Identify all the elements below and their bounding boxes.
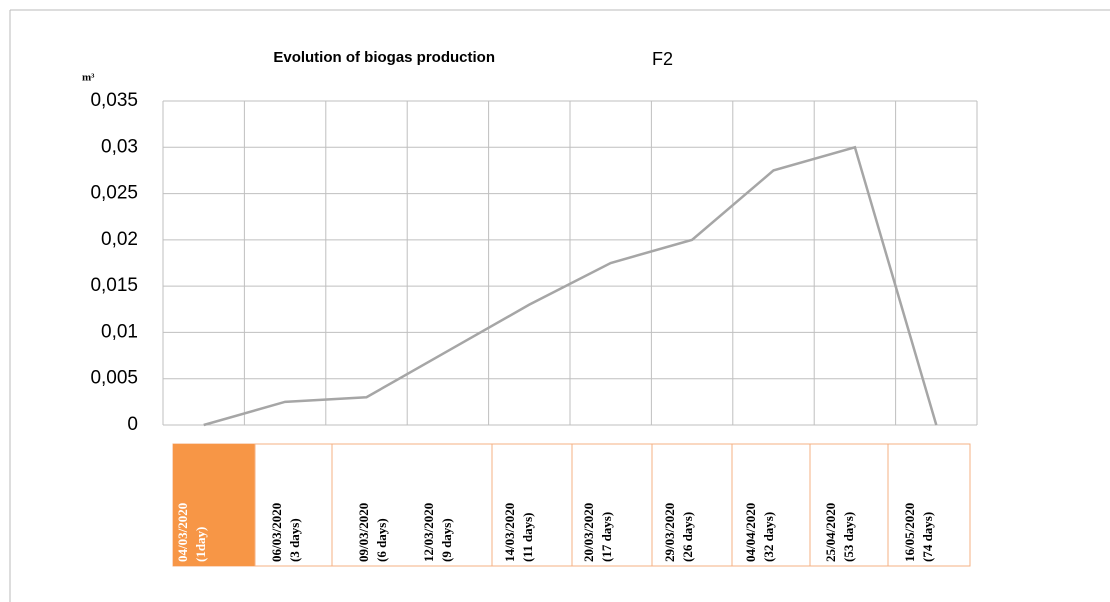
x-tick-label: 09/03/2020 <box>356 503 371 562</box>
y-tick-label: 0,02 <box>101 229 138 250</box>
y-tick-label: 0,015 <box>90 275 138 296</box>
category-cell <box>173 444 255 566</box>
x-tick-label: 16/05/2020 <box>902 503 917 562</box>
x-tick-label: 06/03/2020 <box>269 503 284 562</box>
x-tick-duration: (32 days) <box>761 512 776 562</box>
x-tick-label: 12/03/2020 <box>421 503 436 562</box>
x-tick-label: 20/03/2020 <box>581 503 596 562</box>
x-tick-duration: (1day) <box>193 527 208 562</box>
data-line <box>203 145 938 427</box>
x-tick-duration: (53 days) <box>841 512 856 562</box>
x-tick-duration: (3 days) <box>287 518 302 562</box>
y-unit: m³ <box>82 72 95 84</box>
series-label: F2 <box>652 49 673 69</box>
x-tick-label: 25/04/2020 <box>823 503 838 562</box>
y-tick-label: 0,025 <box>90 183 138 204</box>
x-tick-label: 29/03/2020 <box>662 503 677 562</box>
y-tick-label: 0,035 <box>90 90 138 111</box>
x-tick-duration: (17 days) <box>599 512 614 562</box>
x-tick-duration: (6 days) <box>374 518 389 562</box>
x-tick-duration: (9 days) <box>439 518 454 562</box>
y-tick-label: 0 <box>127 414 138 435</box>
x-tick-label: 04/03/2020 <box>175 503 190 562</box>
x-tick-duration: (26 days) <box>680 512 695 562</box>
y-tick-label: 0,005 <box>90 368 138 389</box>
x-tick-label: 14/03/2020 <box>502 503 517 562</box>
x-tick-duration: (74 days) <box>920 512 935 562</box>
chart-title: Evolution of biogas production <box>273 49 495 66</box>
y-tick-label: 0,03 <box>101 136 138 157</box>
x-tick-label: 04/04/2020 <box>743 503 758 562</box>
x-tick-duration: (11 days) <box>520 513 535 562</box>
y-tick-label: 0,01 <box>101 321 138 342</box>
